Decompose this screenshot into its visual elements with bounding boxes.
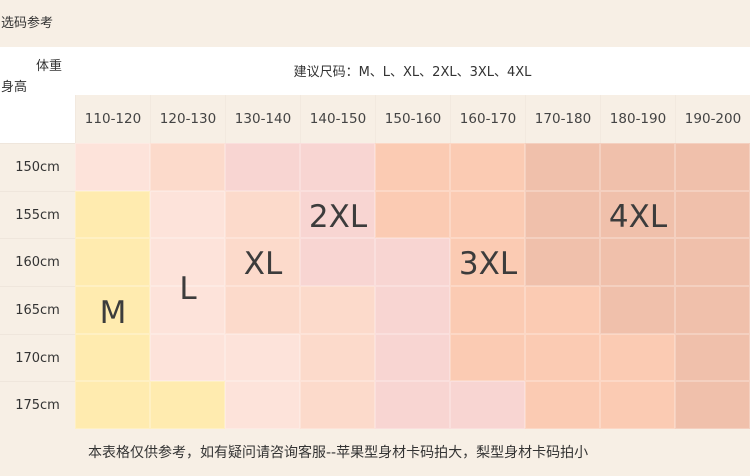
- height-axis-label: 身高: [1, 80, 28, 95]
- size-cell: [225, 143, 300, 191]
- size-cell: [525, 381, 600, 429]
- size-cell: [150, 333, 225, 382]
- size-cell: [300, 143, 375, 191]
- size-cell: [450, 143, 525, 191]
- size-cell: [450, 286, 525, 334]
- size-cell: [75, 381, 150, 429]
- size-cell: [75, 143, 150, 191]
- size-label-m: M: [99, 295, 127, 331]
- size-cell: [600, 286, 675, 334]
- weight-header-row: 110-120 120-130 130-140 140-150 150-160 …: [75, 95, 750, 143]
- size-cell: [675, 238, 750, 286]
- size-cell: [675, 381, 750, 429]
- height-column: 150cm 155cm 160cm 165cm 170cm 175cm: [0, 143, 75, 429]
- size-cell: [225, 286, 300, 334]
- size-cell: [525, 333, 600, 382]
- recommend-row: [0, 47, 750, 95]
- size-cell: [75, 286, 150, 334]
- size-cell: [375, 381, 450, 429]
- size-cell: [675, 333, 750, 382]
- size-cell: [300, 238, 375, 286]
- weight-axis-label: 体重: [36, 59, 63, 74]
- size-cell: [150, 286, 225, 334]
- size-cell: [525, 190, 600, 239]
- size-grid: [75, 143, 750, 429]
- size-cell: [75, 190, 150, 239]
- weight-header: 130-140: [225, 95, 300, 143]
- height-header: 170cm: [0, 333, 75, 382]
- size-cell: [525, 143, 600, 191]
- size-cell: [600, 381, 675, 429]
- size-cell: [675, 190, 750, 239]
- size-cell: [225, 238, 300, 286]
- size-cell: [375, 333, 450, 382]
- weight-header: 150-160: [375, 95, 450, 143]
- size-cell: [75, 238, 150, 286]
- weight-header: 120-130: [150, 95, 225, 143]
- size-cell: [375, 238, 450, 286]
- size-cell: [600, 143, 675, 191]
- size-cell: [450, 381, 525, 429]
- size-cell: [525, 286, 600, 334]
- size-label-2xl: 2XL: [308, 199, 368, 235]
- size-label-l: L: [179, 271, 197, 307]
- size-cell: [600, 333, 675, 382]
- chart-title: 选码参考: [0, 0, 750, 47]
- size-cell: [225, 333, 300, 382]
- corner-blank: [0, 95, 75, 143]
- size-cell: [300, 333, 375, 382]
- weight-header: 190-200: [675, 95, 750, 143]
- size-cell: [675, 143, 750, 191]
- size-label-3xl: 3XL: [458, 246, 518, 282]
- height-header: 175cm: [0, 381, 75, 429]
- size-cell: [150, 238, 225, 286]
- size-cell: [525, 238, 600, 286]
- footnote: 本表格仅供参考，如有疑问请咨询客服--苹果型身材卡码拍大，梨型身材卡码拍小: [88, 445, 589, 461]
- size-label-xl: XL: [243, 246, 283, 282]
- size-cell: [75, 333, 150, 382]
- size-cell: [450, 190, 525, 239]
- size-cell: [150, 143, 225, 191]
- height-header: 160cm: [0, 238, 75, 286]
- size-label-4xl: 4XL: [608, 199, 668, 235]
- size-cell: [675, 286, 750, 334]
- weight-header: 160-170: [450, 95, 525, 143]
- height-header: 150cm: [0, 143, 75, 191]
- size-cell: [150, 381, 225, 429]
- height-header: 155cm: [0, 190, 75, 239]
- weight-header: 110-120: [75, 95, 150, 143]
- recommended-sizes: 建议尺码：M、L、XL、2XL、3XL、4XL: [293, 65, 532, 80]
- height-header: 165cm: [0, 286, 75, 334]
- size-cell: [375, 286, 450, 334]
- size-cell: [300, 381, 375, 429]
- size-cell: [600, 238, 675, 286]
- size-cell: [150, 190, 225, 239]
- size-cell: [300, 190, 375, 239]
- size-cell: [375, 190, 450, 239]
- weight-header: 140-150: [300, 95, 375, 143]
- weight-header: 180-190: [600, 95, 675, 143]
- size-cell: [600, 190, 675, 239]
- size-cell: [450, 333, 525, 382]
- size-cell: [225, 190, 300, 239]
- size-cell: [375, 143, 450, 191]
- size-cell: [225, 381, 300, 429]
- size-cell: [450, 238, 525, 286]
- size-cell: [300, 286, 375, 334]
- weight-header: 170-180: [525, 95, 600, 143]
